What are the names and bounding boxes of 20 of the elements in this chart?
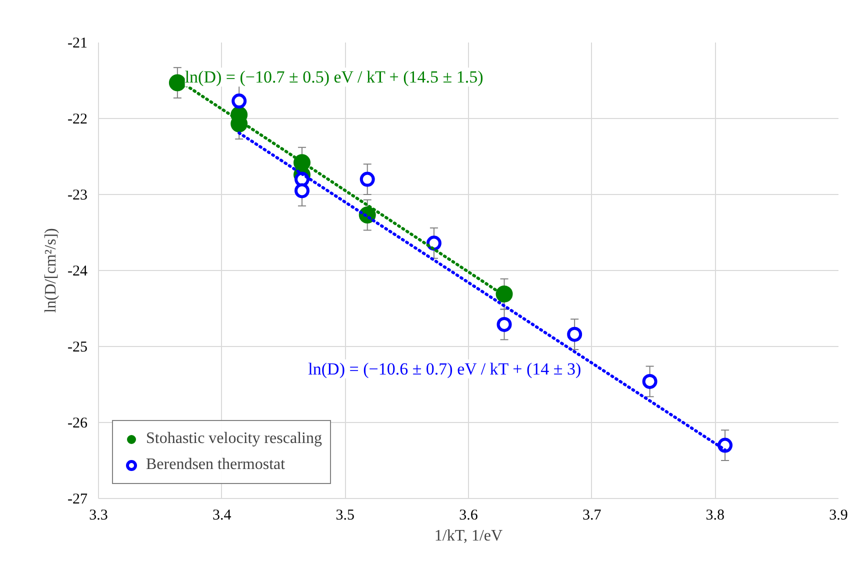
y-tick-label: -21 (68, 36, 88, 52)
x-axis-title: 1/kT, 1/eV (434, 528, 504, 544)
y-tick-label: -23 (68, 188, 88, 204)
y-axis-title: ln(D/[cm²/s]) (42, 228, 60, 313)
y-tick-label: -24 (68, 264, 88, 280)
annotation: ln(D) = (−10.6 ± 0.7) eV / kT + (14 ± 3) (308, 359, 582, 378)
annotation: ln(D) = (−10.7 ± 0.5) eV / kT + (14.5 ± 1.5) (184, 68, 484, 87)
x-tick-label: 3.3 (89, 508, 108, 524)
x-tick-label: 3.9 (829, 508, 848, 524)
x-tick-label: 3.5 (336, 508, 355, 524)
legend-label: Stohastic velocity rescaling (146, 430, 322, 448)
y-tick-label: -27 (68, 492, 88, 508)
x-tick-label: 3.6 (459, 508, 478, 524)
y-tick-label: -22 (68, 112, 88, 128)
y-tick-label: -26 (68, 416, 88, 432)
x-tick-label: 3.7 (582, 508, 602, 524)
legend-label: Berendsen thermostat (146, 456, 286, 474)
x-tick-label: 3.4 (212, 508, 232, 524)
y-tick-label: -25 (68, 340, 88, 356)
x-tick-label: 3.8 (706, 508, 725, 524)
